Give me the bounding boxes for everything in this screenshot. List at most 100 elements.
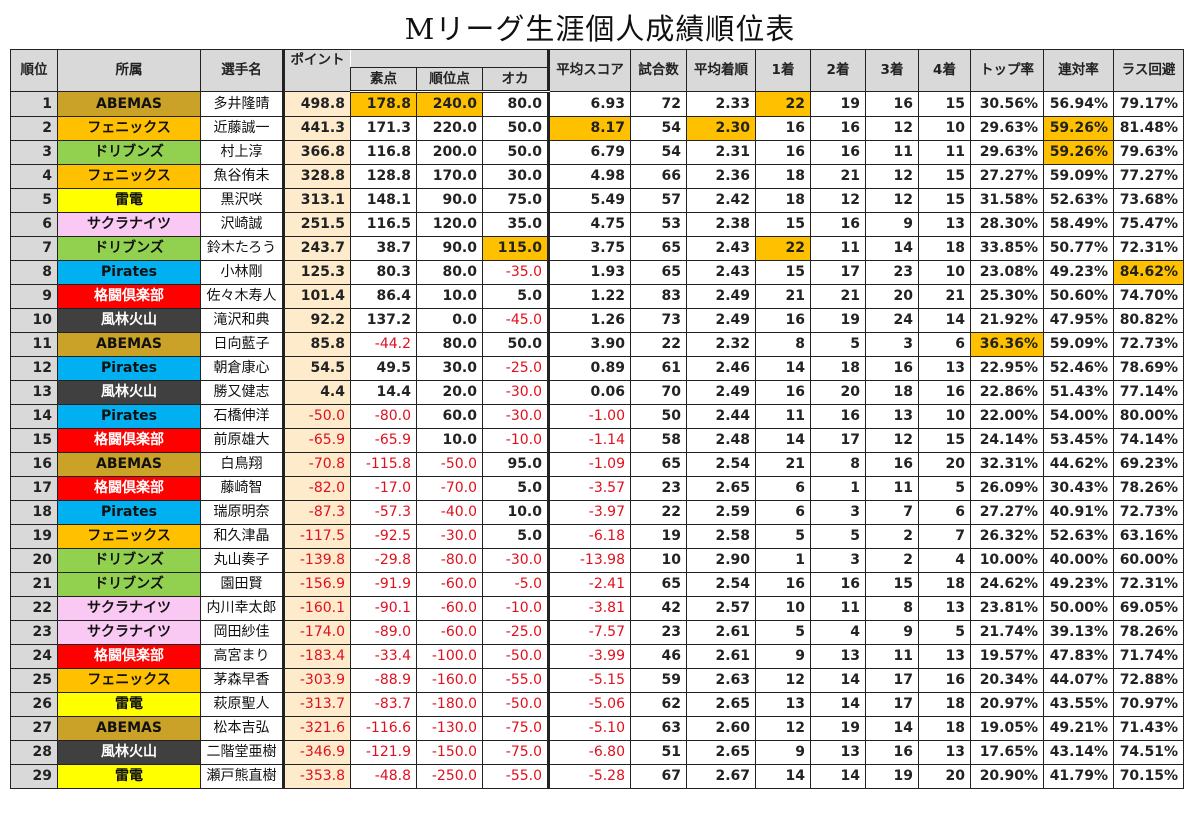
placement-points-cell: -180.0	[416, 692, 483, 717]
games-cell: 65	[630, 260, 687, 285]
points-cell: -321.6	[282, 716, 351, 741]
placement-points-cell: 120.0	[416, 212, 483, 237]
placement-points-cell: 90.0	[416, 236, 483, 261]
first-place-cell: 6	[755, 500, 811, 525]
player-name-cell: 茅森早香	[200, 668, 284, 693]
top-rate-cell: 31.58%	[970, 188, 1044, 213]
table-row: 2 フェニックス 近藤誠一 441.3 171.3 220.0 50.0 8.17 54 2.30…	[10, 116, 1184, 141]
first-place-cell: 21	[755, 284, 811, 309]
placement-points-cell: -130.0	[416, 716, 483, 741]
raw-score-cell: -92.5	[350, 524, 417, 549]
oka-cell: -25.0	[482, 356, 549, 381]
first-place-cell: 16	[755, 140, 811, 165]
last-avoid-cell: 81.48%	[1113, 116, 1184, 141]
games-cell: 22	[630, 332, 687, 357]
placement-points-cell: 170.0	[416, 164, 483, 189]
header-avg-rank: 平均着順	[686, 49, 756, 92]
oka-cell: 35.0	[482, 212, 549, 237]
top-rate-cell: 29.63%	[970, 116, 1044, 141]
second-place-cell: 20	[810, 380, 866, 405]
table-row: 20 ドリブンズ 丸山奏子 -139.8 -29.8 -80.0 -30.0 -13.98 10…	[10, 548, 1184, 573]
avg-rank-cell: 2.32	[686, 332, 756, 357]
second-place-cell: 8	[810, 452, 866, 477]
avg-score-cell: 6.93	[547, 91, 631, 117]
team-badge: 格闘倶楽部	[57, 476, 201, 501]
placement-points-cell: -80.0	[416, 548, 483, 573]
placement-points-cell: 10.0	[416, 284, 483, 309]
header-oka: オカ	[482, 67, 549, 93]
rentai-rate-cell: 30.43%	[1043, 476, 1114, 501]
games-cell: 65	[630, 452, 687, 477]
avg-score-cell: 4.75	[547, 212, 631, 237]
third-place-cell: 11	[865, 140, 919, 165]
points-cell: 125.3	[282, 260, 351, 285]
raw-score-cell: 148.1	[350, 188, 417, 213]
third-place-cell: 16	[865, 356, 919, 381]
avg-rank-cell: 2.49	[686, 284, 756, 309]
avg-rank-cell: 2.54	[686, 572, 756, 597]
player-name-cell: 日向藍子	[200, 332, 284, 357]
last-avoid-cell: 71.74%	[1113, 644, 1184, 669]
top-rate-cell: 17.65%	[970, 740, 1044, 765]
table-row: 19 フェニックス 和久津晶 -117.5 -92.5 -30.0 5.0 -6.18 19 2.…	[10, 524, 1184, 549]
points-cell: 251.5	[282, 212, 351, 237]
placement-points-cell: -60.0	[416, 596, 483, 621]
top-rate-cell: 24.14%	[970, 428, 1044, 453]
avg-rank-cell: 2.38	[686, 212, 756, 237]
table-row: 10 風林火山 滝沢和典 92.2 137.2 0.0 -45.0 1.26 73 2.49 16 1…	[10, 308, 1184, 333]
avg-rank-cell: 2.60	[686, 716, 756, 741]
last-avoid-cell: 77.14%	[1113, 380, 1184, 405]
first-place-cell: 1	[755, 548, 811, 573]
rentai-rate-cell: 39.13%	[1043, 620, 1114, 645]
team-badge: 風林火山	[57, 308, 201, 333]
rank-cell: 2	[10, 116, 58, 141]
points-cell: 101.4	[282, 284, 351, 309]
top-rate-cell: 19.57%	[970, 644, 1044, 669]
rentai-rate-cell: 59.26%	[1043, 140, 1114, 165]
second-place-cell: 13	[810, 740, 866, 765]
avg-score-cell: -1.09	[547, 452, 631, 477]
fourth-place-cell: 14	[918, 308, 971, 333]
second-place-cell: 18	[810, 356, 866, 381]
top-rate-cell: 23.81%	[970, 596, 1044, 621]
first-place-cell: 11	[755, 404, 811, 429]
second-place-cell: 21	[810, 284, 866, 309]
placement-points-cell: 80.0	[416, 332, 483, 357]
player-name-cell: 近藤誠一	[200, 116, 284, 141]
team-badge: ABEMAS	[57, 91, 201, 117]
last-avoid-cell: 63.16%	[1113, 524, 1184, 549]
first-place-cell: 10	[755, 596, 811, 621]
table-row: 3 ドリブンズ 村上淳 366.8 116.8 200.0 50.0 6.79 54 2.31 16…	[10, 140, 1184, 165]
oka-cell: 50.0	[482, 332, 549, 357]
second-place-cell: 5	[810, 524, 866, 549]
team-badge: ドリブンズ	[57, 548, 201, 573]
last-avoid-cell: 77.27%	[1113, 164, 1184, 189]
oka-cell: 5.0	[482, 476, 549, 501]
player-name-cell: 石橋伸洋	[200, 404, 284, 429]
fourth-place-cell: 5	[918, 476, 971, 501]
player-name-cell: 多井隆晴	[200, 91, 284, 117]
avg-rank-cell: 2.42	[686, 188, 756, 213]
top-rate-cell: 23.08%	[970, 260, 1044, 285]
rentai-rate-cell: 59.09%	[1043, 164, 1114, 189]
first-place-cell: 14	[755, 764, 811, 789]
avg-rank-cell: 2.90	[686, 548, 756, 573]
rank-cell: 12	[10, 356, 58, 381]
last-avoid-cell: 78.69%	[1113, 356, 1184, 381]
rentai-rate-cell: 50.77%	[1043, 236, 1114, 261]
team-badge: ABEMAS	[57, 332, 201, 357]
points-cell: 313.1	[282, 188, 351, 213]
oka-cell: 80.0	[482, 91, 549, 117]
last-avoid-cell: 70.97%	[1113, 692, 1184, 717]
points-cell: -70.8	[282, 452, 351, 477]
last-avoid-cell: 78.26%	[1113, 476, 1184, 501]
table-row: 11 ABEMAS 日向藍子 85.8 -44.2 80.0 50.0 3.90 22 2.32 8…	[10, 332, 1184, 357]
team-badge: Pirates	[57, 260, 201, 285]
top-rate-cell: 26.09%	[970, 476, 1044, 501]
avg-score-cell: 6.79	[547, 140, 631, 165]
rank-cell: 1	[10, 91, 58, 117]
fourth-place-cell: 13	[918, 212, 971, 237]
oka-cell: -50.0	[482, 692, 549, 717]
rank-cell: 17	[10, 476, 58, 501]
games-cell: 23	[630, 620, 687, 645]
